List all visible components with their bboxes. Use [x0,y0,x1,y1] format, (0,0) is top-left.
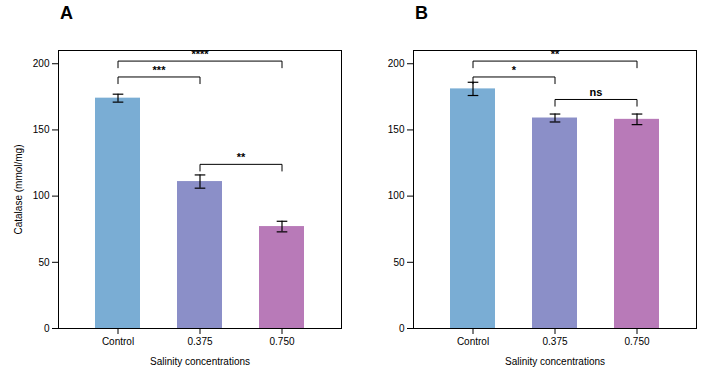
svg-text:**: ** [551,48,560,60]
html-text:B: B [415,3,428,23]
svg-text:Salinity concentrations: Salinity concentrations [150,356,250,367]
svg-text:200: 200 [33,58,50,69]
svg-text:200: 200 [388,58,405,69]
svg-text:Control: Control [102,336,134,347]
svg-text:50: 50 [38,257,50,268]
svg-text:***: *** [153,64,167,76]
svg-text:150: 150 [388,124,405,135]
svg-text:100: 100 [388,190,405,201]
svg-text:ns: ns [590,86,603,98]
svg-text:0.750: 0.750 [269,336,294,347]
svg-text:**: ** [237,151,246,163]
svg-text:****: **** [191,48,209,60]
svg-text:Salinity concentrations: Salinity concentrations [505,356,605,367]
svg-text:0: 0 [44,323,50,334]
svg-text:50: 50 [393,257,405,268]
svg-text:*: * [512,64,517,76]
svg-text:0: 0 [399,323,405,334]
svg-text:Catalase (mmol/mg): Catalase (mmol/mg) [13,144,24,234]
svg-text:Control: Control [457,336,489,347]
svg-text:100: 100 [33,190,50,201]
html-text:A: A [60,3,73,23]
svg-text:0.375: 0.375 [187,336,212,347]
svg-text:0.750: 0.750 [624,336,649,347]
svg-text:150: 150 [33,124,50,135]
svg-text:0.375: 0.375 [542,336,567,347]
